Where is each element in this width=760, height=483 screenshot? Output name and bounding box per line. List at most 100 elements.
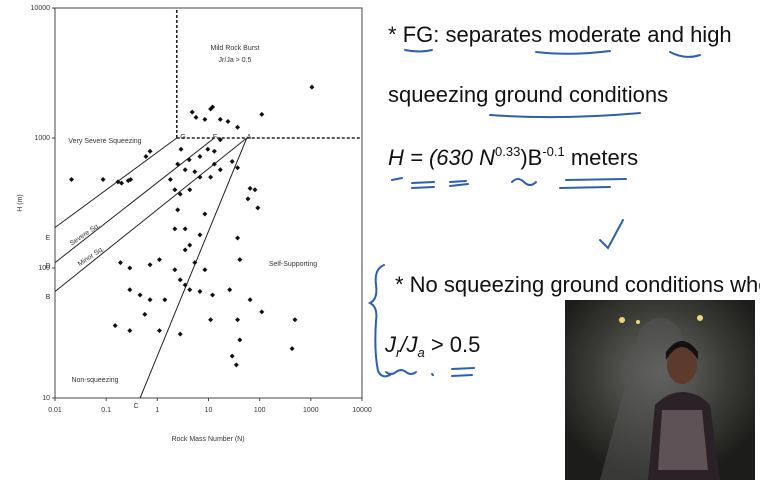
data-point: [197, 154, 203, 160]
annotation: D: [45, 263, 50, 270]
data-point: [119, 180, 125, 186]
data-point: [235, 165, 241, 171]
data-point: [192, 260, 198, 266]
ratio: Jr/Ja > 0.5: [384, 332, 480, 360]
data-point: [210, 292, 216, 298]
data-point: [247, 297, 253, 303]
data-point: [192, 169, 198, 175]
formula-part: meters: [565, 145, 638, 170]
x-axis-label: Rock Mass Number (N): [171, 436, 244, 443]
data-point: [202, 116, 208, 122]
data-point: [162, 297, 168, 303]
data-point: [259, 309, 265, 315]
data-point: [147, 297, 153, 303]
data-point: [137, 292, 143, 298]
handwriting: [367, 49, 701, 378]
annotation: B: [46, 294, 51, 301]
data-point: [172, 267, 178, 273]
data-point: [245, 196, 251, 202]
data-point: [208, 174, 214, 180]
data-point: [177, 331, 183, 337]
annotation: Minor Sq.: [77, 245, 106, 268]
data-point: [225, 118, 231, 124]
data-point: [127, 328, 133, 334]
ratio-part: > 0.5: [425, 332, 481, 357]
fg-term: FG: [403, 22, 434, 47]
data-point: [217, 137, 223, 143]
data-point: [167, 176, 173, 182]
annotation: Self-Supporting: [269, 261, 317, 268]
data-point: [182, 167, 188, 173]
boundary-line: [54, 137, 178, 228]
data-point: [187, 187, 193, 193]
data-point: [208, 317, 214, 323]
data-point: [235, 235, 241, 241]
data-point: [217, 116, 223, 122]
data-point: [259, 111, 265, 117]
data-point: [182, 226, 188, 232]
data-point: [217, 167, 223, 173]
annotation: F: [213, 134, 217, 141]
data-point: [127, 287, 133, 293]
data-point: [175, 161, 181, 167]
annotation: A: [247, 134, 252, 141]
data-point: [189, 109, 195, 115]
data-point: [156, 257, 162, 263]
data-point: [193, 114, 199, 120]
data-point: [187, 287, 193, 293]
formula: H = (630 N0.33)B-0.1 meters: [388, 144, 638, 170]
data-point: [292, 317, 298, 323]
data-point: [182, 282, 188, 288]
formula-exp: -0.1: [542, 144, 564, 159]
data-point: [112, 323, 118, 329]
data-point: [143, 154, 149, 160]
data-point: [235, 317, 241, 323]
x-tick-label: 0.1: [101, 407, 111, 414]
annotation: Severe Sq.: [69, 222, 102, 247]
data-point: [211, 148, 217, 154]
boundary-line: [139, 137, 248, 399]
data-point: [227, 287, 233, 293]
data-point: [186, 157, 192, 163]
data-point: [202, 267, 208, 273]
annotation: Jr/Ja > 0.5: [219, 57, 252, 64]
data-point: [237, 337, 243, 343]
data-point: [237, 257, 243, 263]
chart: 0.01 0.1 1 10 100 1000 10000 10 100 1000 10000 Mild…: [31, 5, 372, 414]
bullet-1-cont: squeezing ground conditions: [388, 82, 668, 107]
data-point: [229, 353, 235, 359]
data-point: [247, 185, 253, 191]
data-point: [182, 247, 188, 253]
data-point: [289, 346, 295, 352]
formula-part: )B: [520, 145, 542, 170]
data-point: [147, 262, 153, 268]
y-tick-label: 100: [38, 265, 50, 272]
data-point: [175, 207, 181, 213]
data-point: [235, 124, 241, 130]
data-point: [233, 362, 239, 368]
data-point: [252, 187, 258, 193]
x-tick-label: 1000: [303, 407, 319, 414]
data-point: [197, 232, 203, 238]
annotation: Very Severe Squeezing: [68, 138, 141, 145]
annotation: Mild Rock Burst: [210, 45, 259, 52]
ratio-part: /J: [398, 332, 418, 357]
y-tick-label: 10: [42, 395, 50, 402]
data-point: [142, 311, 148, 317]
formula-exp: 0.33: [495, 144, 520, 159]
x-tick-label: 10: [205, 407, 213, 414]
data-point: [127, 265, 133, 271]
data-point: [68, 176, 74, 182]
formula-part: H = (630: [388, 145, 479, 170]
y-tick-label: 1000: [34, 135, 50, 142]
bullet-star: *: [388, 22, 403, 47]
formula-part: N: [479, 145, 495, 170]
x-tick-label: 0.01: [48, 407, 62, 414]
data-point: [117, 260, 123, 266]
x-tick-label: 100: [254, 407, 266, 414]
ratio-sub: a: [417, 345, 424, 360]
x-tick-label: 10000: [352, 407, 372, 414]
data-point: [177, 191, 183, 197]
video-inset: [565, 300, 755, 480]
